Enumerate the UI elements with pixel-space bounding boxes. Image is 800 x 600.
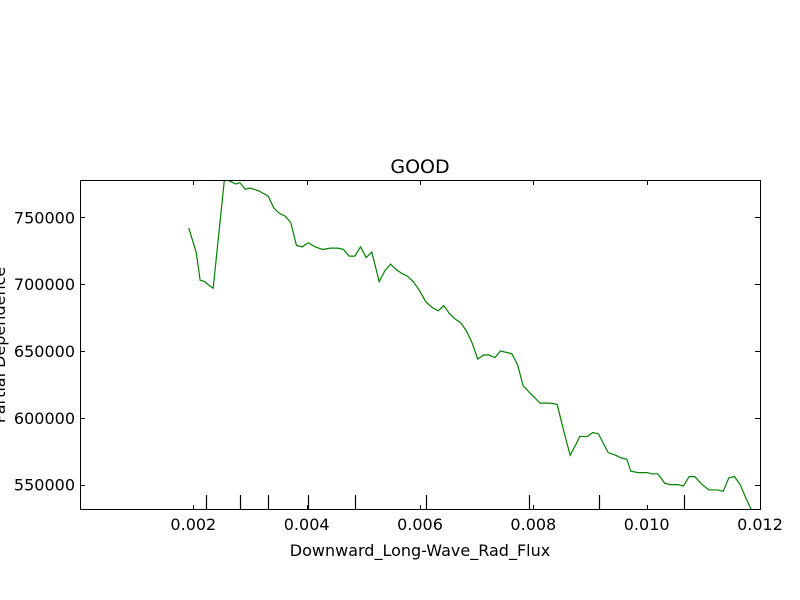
x-tick-label: 0.002 bbox=[170, 515, 216, 534]
x-axis: 0.002 0.004 0.006 0.008 0.010 0.012 bbox=[170, 180, 783, 534]
series-line-0 bbox=[188, 180, 753, 510]
x-tick-label: 0.010 bbox=[624, 515, 670, 534]
y-tick-label: 750000 bbox=[14, 208, 75, 227]
chart-title: GOOD bbox=[390, 156, 449, 178]
x-tick-label: 0.008 bbox=[510, 515, 556, 534]
x-tick-label: 0.004 bbox=[284, 515, 330, 534]
plot-frame bbox=[80, 180, 761, 510]
y-tick-label: 600000 bbox=[14, 409, 75, 428]
y-axis: 550000 600000 650000 700000 750000 bbox=[14, 208, 760, 495]
rug-marks bbox=[205, 495, 686, 510]
x-tick-label: 0.012 bbox=[737, 515, 783, 534]
y-tick-label: 700000 bbox=[14, 275, 75, 294]
y-axis-label: Partial Dependence bbox=[0, 267, 9, 423]
x-axis-label: Downward_Long-Wave_Rad_Flux bbox=[290, 541, 550, 561]
y-tick-label: 550000 bbox=[14, 476, 75, 495]
y-tick-label: 650000 bbox=[14, 342, 75, 361]
x-tick-label: 0.006 bbox=[397, 515, 443, 534]
plot-area bbox=[188, 180, 753, 510]
